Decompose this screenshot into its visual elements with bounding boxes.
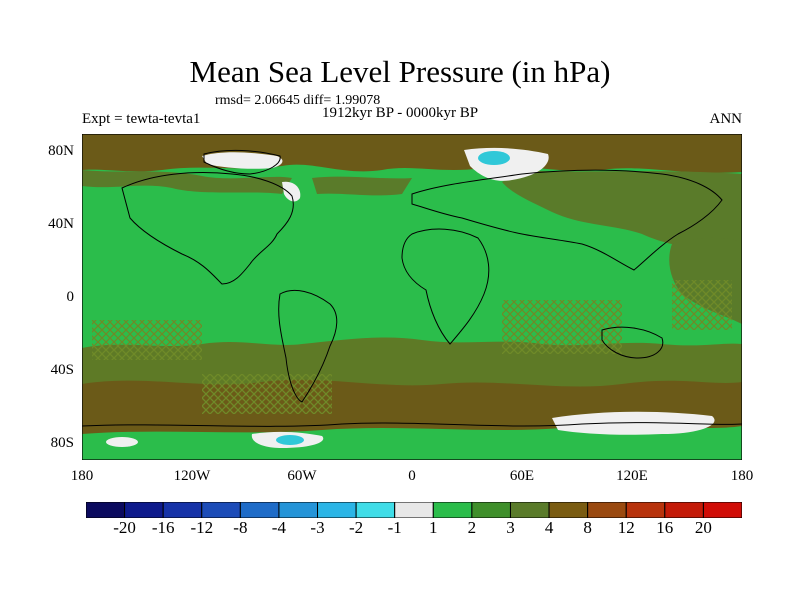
- pressure-map: [82, 134, 742, 460]
- colorbar-swatch: [625, 502, 666, 518]
- antarctic-cyan: [276, 435, 304, 445]
- lat-label-0: 0: [66, 289, 75, 305]
- colorbar-swatch: [432, 502, 473, 518]
- colorbar-swatch: [548, 502, 589, 518]
- colorbar-swatch: [355, 502, 396, 518]
- colorbar-label: 4: [544, 518, 554, 537]
- colorbar-swatch: [471, 502, 511, 518]
- colorbar-label: -16: [151, 518, 175, 537]
- colorbar-label: -4: [271, 518, 286, 537]
- colorbar-label: -2: [349, 518, 364, 537]
- rmsd-diff-stats: rmsd= 2.06645 diff= 1.99078: [215, 93, 381, 108]
- colorbar-swatch: [124, 502, 164, 518]
- colorbar-label: 16: [656, 518, 674, 537]
- colorbar-label: -1: [387, 518, 402, 537]
- lat-label-80n: 80N: [48, 143, 74, 159]
- hatch-pacific: [672, 280, 732, 330]
- colorbar-swatch: [201, 502, 241, 518]
- map-title: Mean Sea Level Pressure (in hPa): [189, 54, 611, 89]
- colorbar-label: 12: [617, 518, 635, 537]
- period-label: 1912kyr BP - 0000kyr BP: [321, 105, 479, 121]
- colorbar-label: 3: [506, 518, 515, 537]
- colorbar-label: 8: [583, 518, 592, 537]
- colorbar-swatch: [86, 502, 126, 518]
- colorbar-swatch: [702, 502, 742, 518]
- arctic-band: [82, 134, 742, 173]
- colorbar-swatch: [664, 502, 704, 518]
- coastlines: [82, 149, 742, 427]
- greenland-white: [202, 152, 283, 169]
- lon-label-180e: 180: [730, 468, 754, 484]
- colorbar-swatch: [317, 502, 357, 518]
- colorbar-swatch: [239, 502, 280, 518]
- lat-label-80s: 80S: [50, 435, 74, 451]
- colorbar-swatch: [162, 502, 203, 518]
- colorbar-label: -12: [190, 518, 214, 537]
- lon-label-60e: 60E: [509, 468, 535, 484]
- arctic-olive: [82, 170, 292, 194]
- colorbar-label: 20: [694, 518, 712, 537]
- hatch-indian: [502, 300, 622, 354]
- lat-label-40n: 40N: [48, 216, 74, 232]
- hatch-south-pacific: [92, 320, 202, 360]
- colorbar-label: -3: [310, 518, 325, 537]
- scandinavia-cyan: [478, 151, 510, 165]
- colorbar-swatch: [587, 502, 627, 518]
- lon-label-0: 0: [408, 468, 416, 484]
- colorbar-label: -20: [113, 518, 136, 537]
- colorbar-label: 2: [467, 518, 477, 537]
- antarctic-green: [82, 426, 742, 460]
- experiment-label: Expt = tewta-tevta1: [82, 111, 201, 127]
- colorbar-label: 1: [429, 518, 438, 537]
- north-atlantic-olive: [312, 176, 412, 196]
- colorbar: [86, 502, 742, 518]
- colorbar-swatch: [278, 502, 319, 518]
- lat-label-40s: 40S: [50, 362, 74, 378]
- hudson-white: [282, 181, 301, 202]
- colorbar-label: -8: [233, 518, 248, 537]
- hatch-south-atlantic: [202, 374, 332, 414]
- colorbar-swatch: [394, 502, 434, 518]
- season-label: ANN: [709, 111, 743, 127]
- colorbar-swatch: [509, 502, 550, 518]
- antarctic-white-small: [106, 437, 138, 447]
- lon-label-180w: 180: [70, 468, 94, 484]
- eurasia-olive: [502, 170, 742, 254]
- lon-label-120w: 120W: [173, 468, 211, 484]
- antarctic-white-east: [552, 411, 715, 435]
- lon-label-120e: 120E: [616, 468, 648, 484]
- lon-label-60w: 60W: [287, 468, 317, 484]
